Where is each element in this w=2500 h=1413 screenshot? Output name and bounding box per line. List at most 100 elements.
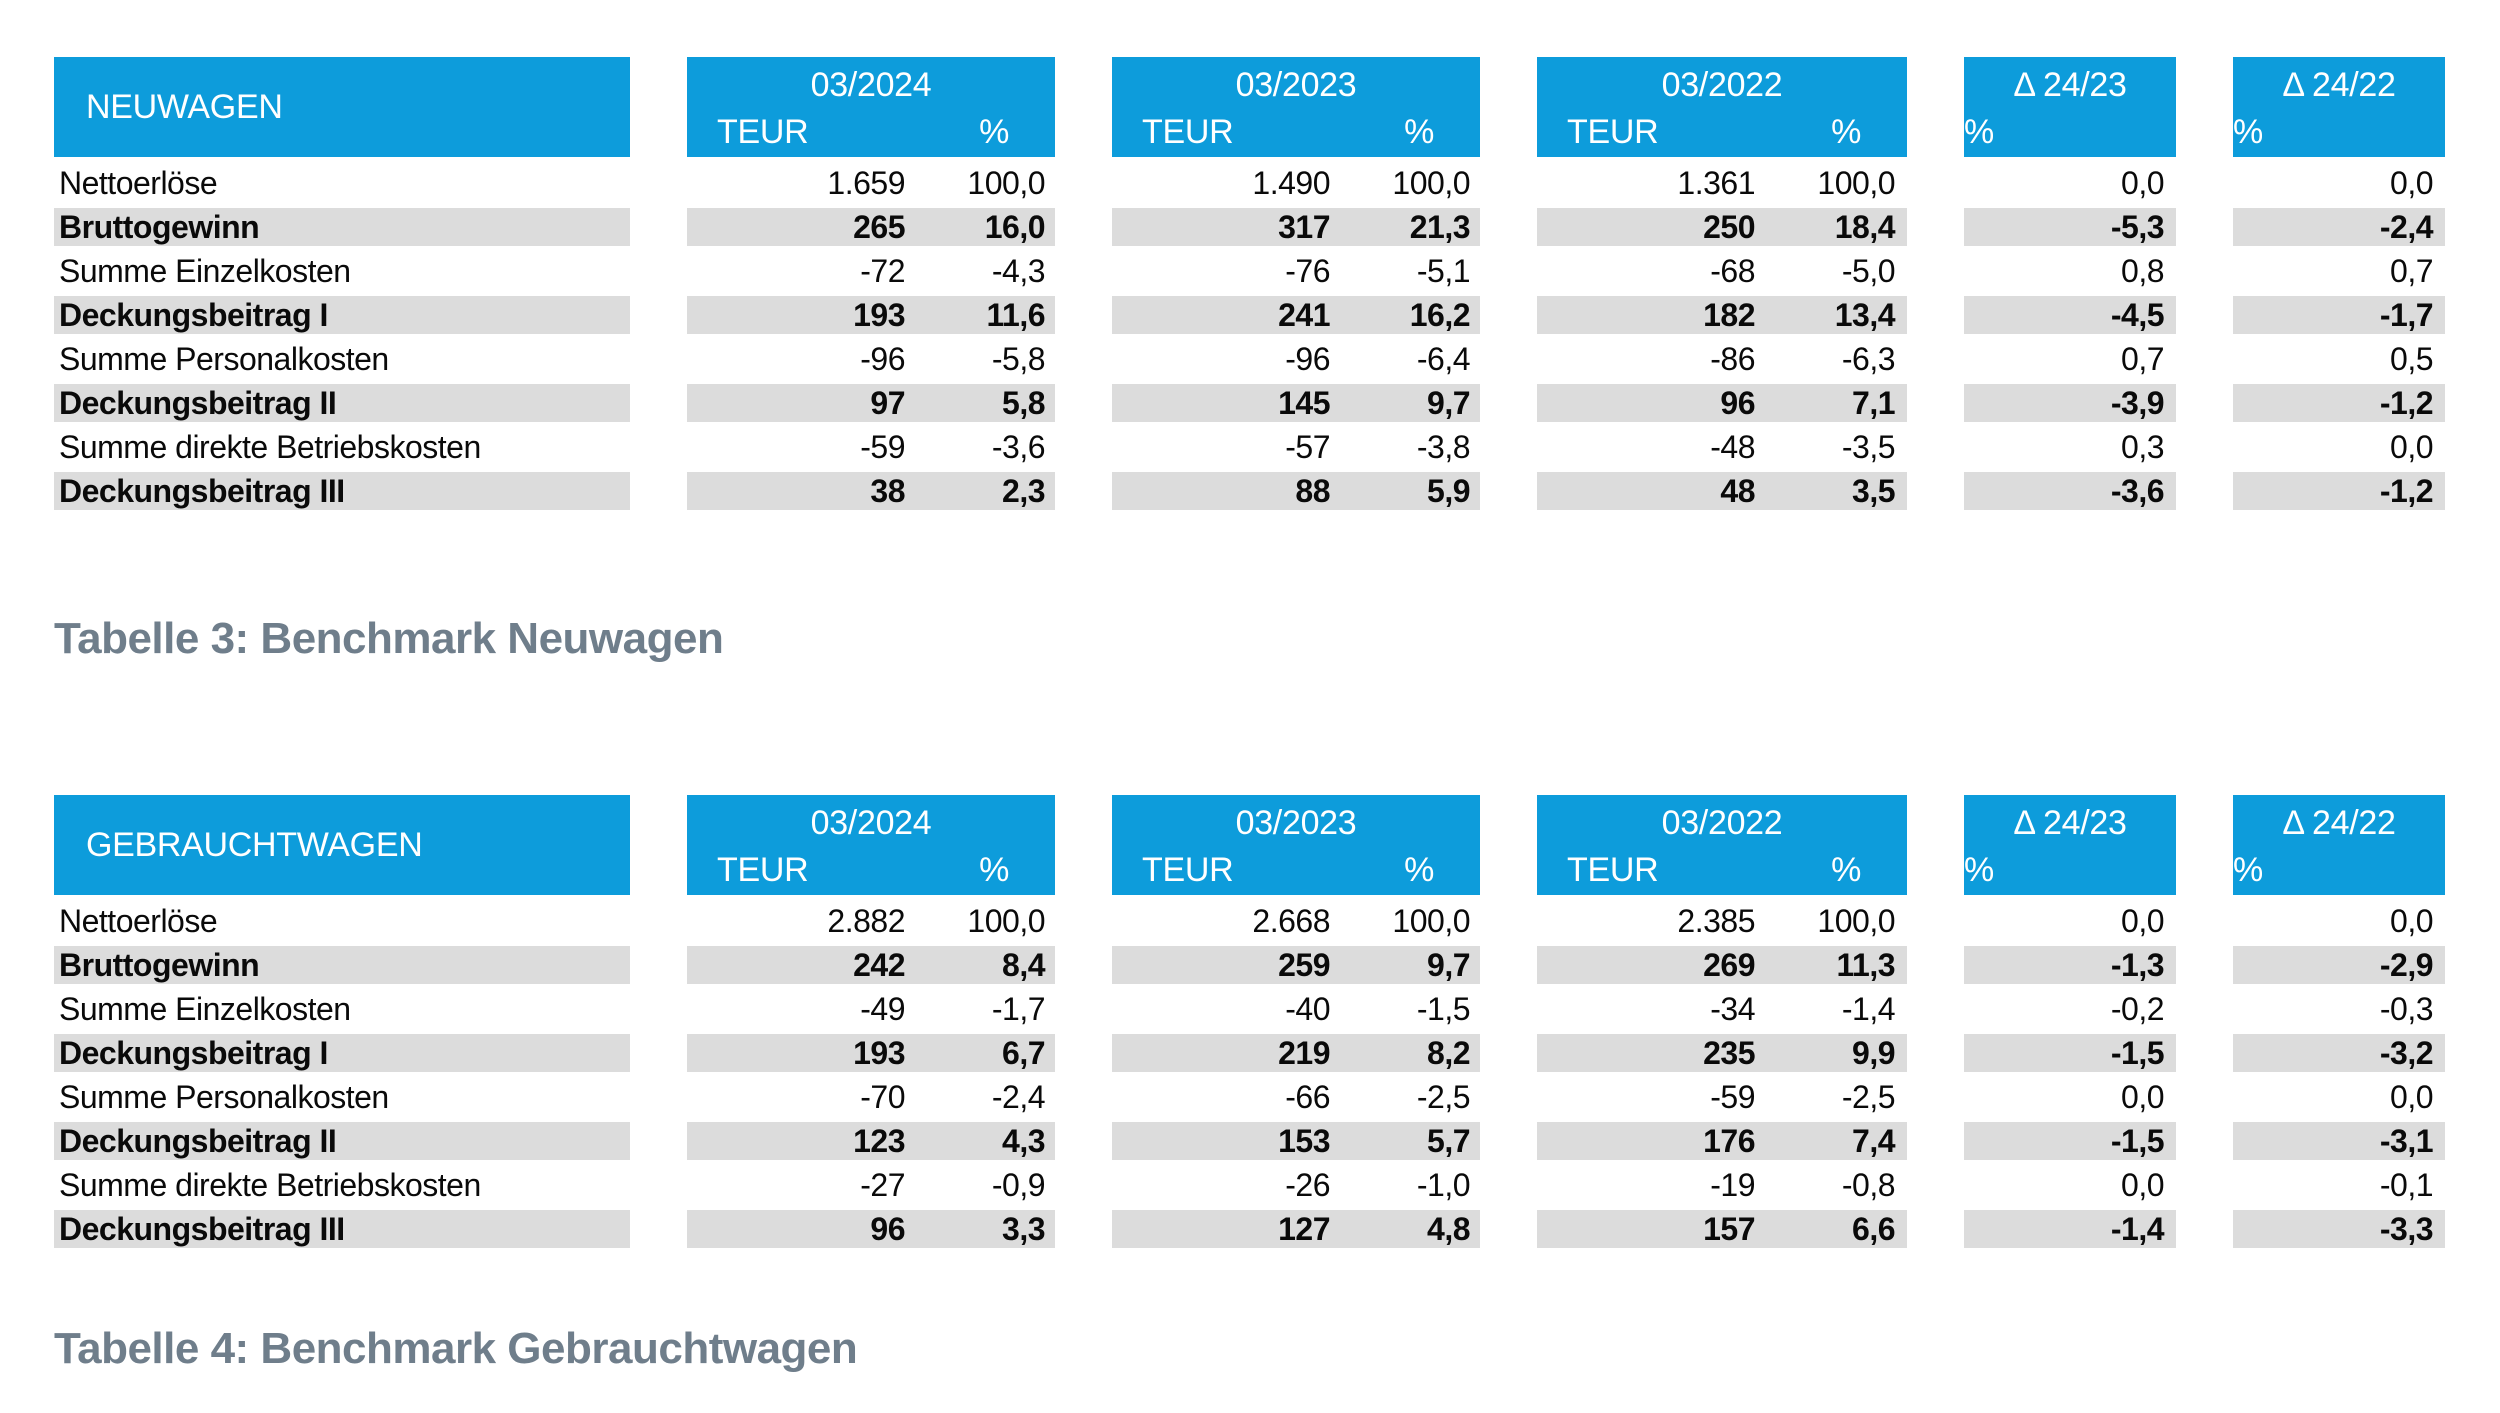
row-label: Summe Personalkosten <box>59 1079 389 1115</box>
teur-value: -19 <box>1710 1167 1755 1203</box>
teur-value: 96 <box>870 1211 905 1247</box>
delta-value-24-23: -4,5 <box>1964 293 2176 337</box>
percent-value: 5,9 <box>1427 473 1470 509</box>
period-values-col-2: -57 -3,8 <box>1112 425 1480 469</box>
percent-value: 11,6 <box>986 297 1045 333</box>
teur-value: -26 <box>1285 1167 1330 1203</box>
teur-value: 219 <box>1278 1035 1330 1071</box>
period-values-col-1: -96 -5,8 <box>687 337 1055 381</box>
table-row: Summe Einzelkosten -49 -1,7 -40 -1,5 -34 -1… <box>54 987 2445 1031</box>
teur-value: 1.361 <box>1677 165 1755 201</box>
teur-value: 48 <box>1720 473 1755 509</box>
teur-value: 123 <box>853 1123 905 1159</box>
period-label: 03/2022 <box>1661 66 1783 104</box>
row-label: Deckungsbeitrag III <box>54 469 630 513</box>
table-row: Summe Einzelkosten -72 -4,3 -76 -5,1 -68 -5… <box>54 249 2445 293</box>
period-values-col-3: 157 6,6 <box>1537 1207 1907 1251</box>
table-row: Deckungsbeitrag III 96 3,3 127 4,8 157 6,6 … <box>54 1207 2445 1251</box>
percent-value: -1,5 <box>1416 991 1471 1027</box>
percent-label: % <box>1404 113 1434 151</box>
percent-value: 13,4 <box>1834 297 1896 333</box>
percent-value: -5,0 <box>1841 253 1896 289</box>
table-row: Summe direkte Betriebskosten -27 -0,9 -26… <box>54 1163 2445 1207</box>
table-row: Bruttogewinn 265 16,0 317 21,3 250 18,4 -5,… <box>54 205 2445 249</box>
column-header-03-2023: 03/2023 TEUR % <box>1112 795 1480 895</box>
delta-value-24-22: -2,4 <box>2233 205 2445 249</box>
delta-value-24-23: 0,7 <box>2121 341 2164 377</box>
page-content: NEUWAGEN 03/2024 TEUR % 03/2023 TEUR % <box>54 57 2445 1376</box>
period-values-col-2: 1.490 100,0 <box>1112 161 1480 205</box>
teur-value: 88 <box>1295 473 1330 509</box>
table-body: Nettoerlöse 1.659 100,0 1.490 100,0 1.361 1… <box>54 161 2445 513</box>
teur-value: 259 <box>1278 947 1330 983</box>
teur-value: -70 <box>860 1079 905 1115</box>
period-values-col-1: 38 2,3 <box>687 469 1055 513</box>
column-header-03-2024: 03/2024 TEUR % <box>687 795 1055 895</box>
table-row: Deckungsbeitrag II 97 5,8 145 9,7 96 7,1 -3… <box>54 381 2445 425</box>
table-body: Nettoerlöse 2.882 100,0 2.668 100,0 2.385 1… <box>54 899 2445 1251</box>
delta-value-24-22: -3,1 <box>2233 1119 2445 1163</box>
teur-value: -76 <box>1285 253 1330 289</box>
percent-value: 7,1 <box>1852 385 1895 421</box>
percent-value: -5,8 <box>991 341 1046 377</box>
teur-value: 1.490 <box>1252 165 1330 201</box>
percent-value: 7,4 <box>1852 1123 1895 1159</box>
unit-label: TEUR <box>717 113 809 151</box>
delta-value-24-23: -1,4 <box>1964 1207 2176 1251</box>
period-values-col-3: 235 9,9 <box>1537 1031 1907 1075</box>
percent-value: -6,3 <box>1841 341 1896 377</box>
period-values-col-2: 145 9,7 <box>1112 381 1480 425</box>
delta-value-24-23: 0,3 <box>2121 429 2164 465</box>
period-values-col-1: 2.882 100,0 <box>687 899 1055 943</box>
period-values-col-1: -27 -0,9 <box>687 1163 1055 1207</box>
teur-value: 176 <box>1703 1123 1755 1159</box>
percent-value: -1,7 <box>991 991 1046 1027</box>
percent-label: % <box>979 113 1009 151</box>
percent-value: -3,6 <box>991 429 1046 465</box>
teur-value: 193 <box>853 297 905 333</box>
teur-value: -96 <box>1285 341 1330 377</box>
table-header: GEBRAUCHTWAGEN 03/2024 TEUR % 03/2023 TE… <box>54 795 2445 895</box>
column-header-03-2024: 03/2024 TEUR % <box>687 57 1055 157</box>
column-header-03-2022: 03/2022 TEUR % <box>1537 795 1907 895</box>
row-label: Nettoerlöse <box>59 165 218 201</box>
percent-value: -4,3 <box>991 253 1046 289</box>
unit-label: TEUR <box>717 851 809 889</box>
delta-value-24-22: -1,2 <box>2233 381 2445 425</box>
period-label: 03/2024 <box>810 66 932 104</box>
period-values-col-2: 153 5,7 <box>1112 1119 1480 1163</box>
period-values-col-2: -26 -1,0 <box>1112 1163 1480 1207</box>
teur-value: 265 <box>853 209 905 245</box>
period-values-col-1: 193 11,6 <box>687 293 1055 337</box>
percent-label: % <box>2233 851 2263 889</box>
percent-value: -2,5 <box>1841 1079 1896 1115</box>
teur-value: 2.668 <box>1252 903 1330 939</box>
period-values-col-3: 2.385 100,0 <box>1537 899 1907 943</box>
period-values-col-3: 96 7,1 <box>1537 381 1907 425</box>
period-values-col-1: -59 -3,6 <box>687 425 1055 469</box>
period-values-col-2: 259 9,7 <box>1112 943 1480 987</box>
table-title: NEUWAGEN <box>54 57 630 157</box>
period-values-col-3: 250 18,4 <box>1537 205 1907 249</box>
row-label: Summe Einzelkosten <box>59 253 351 289</box>
teur-value: 97 <box>870 385 905 421</box>
table-row: Summe Personalkosten -96 -5,8 -96 -6,4 -86… <box>54 337 2445 381</box>
delta-label: Δ 24/22 <box>2282 804 2396 842</box>
delta-value-24-23: 0,8 <box>2121 253 2164 289</box>
table-header: NEUWAGEN 03/2024 TEUR % 03/2023 TEUR % <box>54 57 2445 157</box>
row-label: Summe direkte Betriebskosten <box>59 1167 481 1203</box>
teur-value: 269 <box>1703 947 1755 983</box>
table-row: Summe direkte Betriebskosten -59 -3,6 -57… <box>54 425 2445 469</box>
delta-value-24-23: -0,2 <box>2110 991 2165 1027</box>
teur-value: -27 <box>860 1167 905 1203</box>
percent-value: 16,2 <box>1409 297 1471 333</box>
delta-label: Δ 24/22 <box>2282 66 2396 104</box>
period-values-col-3: -19 -0,8 <box>1537 1163 1907 1207</box>
period-values-col-2: 2.668 100,0 <box>1112 899 1480 943</box>
teur-value: -59 <box>1710 1079 1755 1115</box>
period-values-col-2: -66 -2,5 <box>1112 1075 1480 1119</box>
delta-value-24-22: 0,5 <box>2390 341 2433 377</box>
period-values-col-3: -59 -2,5 <box>1537 1075 1907 1119</box>
delta-value-24-23: -1,3 <box>1964 943 2176 987</box>
